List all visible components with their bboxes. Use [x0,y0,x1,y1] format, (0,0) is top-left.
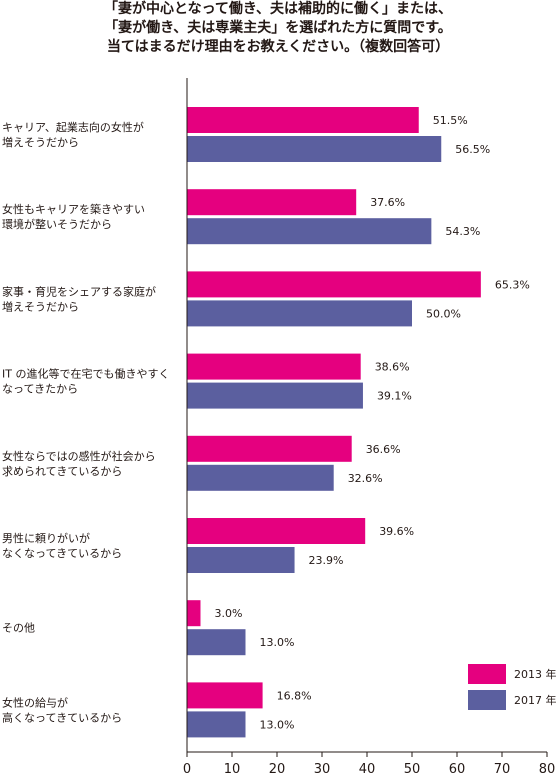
bar-2017-4 [187,464,334,491]
bar-2013-2 [187,271,481,298]
bar-2017-5 [187,547,295,573]
x-tick-label-80: 80 [539,762,556,777]
bar-2013-1 [187,189,357,216]
value-label-2017-0: 56.5% [455,143,490,156]
category-label-3-line-0: IT の進化等で在宅でも働きやすく [2,367,169,381]
value-label-2017-4: 32.6% [348,472,383,485]
category-label-6-line-0: その他 [2,622,35,635]
value-label-2013-0: 51.5% [433,114,468,127]
category-label-4-line-1: 求められてきているから [2,465,122,478]
chart-title: 「妻が中心となって働き、夫は補助的に働く」または、 「妻が働き、夫は専業主夫」を… [0,0,556,57]
legend-swatch-2013 [468,664,506,684]
x-tick-label-30: 30 [314,762,331,777]
value-label-2017-1: 54.3% [445,225,480,238]
category-label-4-line-0: 女性ならではの感性が社会から [2,449,156,463]
bar-2013-3 [187,353,361,380]
value-label-2013-7: 16.8% [277,689,312,702]
bar-2017-2 [187,300,412,327]
value-label-2017-3: 39.1% [377,390,412,403]
category-label-5-line-1: なくなってきているから [2,547,122,560]
category-label-0-line-0: キャリア、起業志向の女性が [2,120,144,134]
category-label-2-line-0: 家事・育児をシェアする家庭が [2,284,156,298]
bar-2017-1 [187,218,432,245]
value-label-2013-2: 65.3% [495,278,530,291]
value-label-2013-3: 38.6% [375,361,410,374]
bar-2013-4 [187,435,352,462]
category-label-3-line-1: なってきたから [2,383,78,396]
category-label-7-line-1: 高くなってきているから [2,710,122,724]
value-label-2017-2: 50.0% [426,307,461,320]
category-label-1-line-1: 環境が整いそうだから [2,217,112,231]
category-label-0-line-1: 増えそうだから [2,136,79,149]
value-label-2017-7: 13.0% [260,718,295,731]
bar-2013-0 [187,107,419,133]
bar-2017-6 [187,629,246,656]
category-label-7-line-0: 女性の給与が [2,695,68,709]
x-tick-label-20: 20 [269,762,286,777]
bar-2013-5 [187,518,366,544]
x-tick-label-60: 60 [449,762,466,777]
value-label-2013-5: 39.6% [379,525,414,538]
value-label-2017-6: 13.0% [260,636,295,649]
title-line-2: 「妻が働き、夫は専業主夫」を選ばれた方に質問です。 [104,20,452,36]
legend-label-2017: 2017 年 [514,693,556,707]
category-label-2-line-1: 増えそうだから [2,300,79,313]
title-line-3: 当てはまるだけ理由をお教えください。（複数回答可） [106,39,450,55]
value-label-2017-5: 23.9% [309,554,344,567]
title-line-1: 「妻が中心となって働き、夫は補助的に働く」または、 [104,1,452,17]
x-tick-label-10: 10 [224,762,241,777]
x-tick-label-70: 70 [494,762,511,777]
value-label-2013-1: 37.6% [370,196,405,209]
bar-2013-7 [187,682,263,709]
value-label-2013-4: 36.6% [366,443,401,456]
legend-swatch-2017 [468,690,506,710]
legend-label-2013: 2013 年 [514,667,556,681]
category-label-5-line-0: 男性に頼りがいが [2,531,90,545]
bar-2017-3 [187,382,363,409]
category-label-1-line-0: 女性もキャリアを築きやすい [2,202,145,216]
bar-2017-0 [187,136,442,162]
bar-2013-6 [187,600,201,627]
x-tick-label-40: 40 [359,762,376,777]
x-tick-label-0: 0 [183,762,191,777]
value-label-2013-6: 3.0% [215,607,243,620]
bar-2017-7 [187,711,246,738]
x-tick-label-50: 50 [404,762,421,777]
